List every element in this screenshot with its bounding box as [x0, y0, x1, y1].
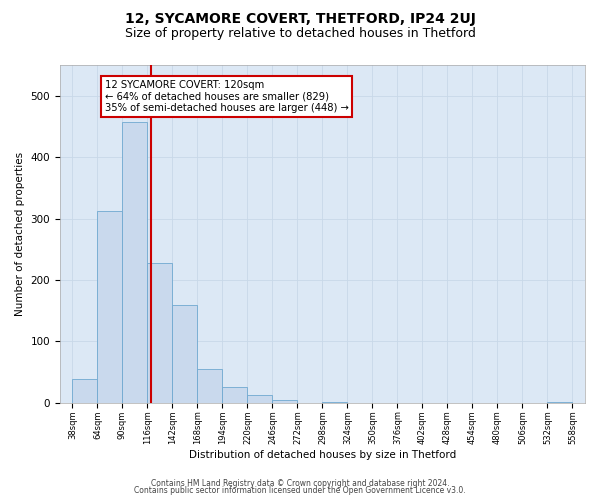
- Bar: [172, 304, 197, 403]
- Text: Size of property relative to detached houses in Thetford: Size of property relative to detached ho…: [125, 28, 475, 40]
- Bar: [122, 122, 148, 403]
- Text: Contains public sector information licensed under the Open Government Licence v3: Contains public sector information licen…: [134, 486, 466, 495]
- Bar: [197, 369, 223, 403]
- Y-axis label: Number of detached properties: Number of detached properties: [15, 152, 25, 316]
- Text: 12 SYCAMORE COVERT: 120sqm
← 64% of detached houses are smaller (829)
35% of sem: 12 SYCAMORE COVERT: 120sqm ← 64% of deta…: [104, 80, 349, 114]
- Bar: [247, 395, 272, 403]
- Text: 12, SYCAMORE COVERT, THETFORD, IP24 2UJ: 12, SYCAMORE COVERT, THETFORD, IP24 2UJ: [125, 12, 475, 26]
- Bar: [73, 380, 97, 403]
- Bar: [97, 211, 122, 403]
- Text: Contains HM Land Registry data © Crown copyright and database right 2024.: Contains HM Land Registry data © Crown c…: [151, 478, 449, 488]
- Bar: [148, 263, 172, 403]
- Bar: [322, 402, 347, 403]
- X-axis label: Distribution of detached houses by size in Thetford: Distribution of detached houses by size …: [189, 450, 456, 460]
- Bar: [272, 400, 298, 403]
- Bar: [223, 387, 247, 403]
- Bar: [547, 402, 572, 403]
